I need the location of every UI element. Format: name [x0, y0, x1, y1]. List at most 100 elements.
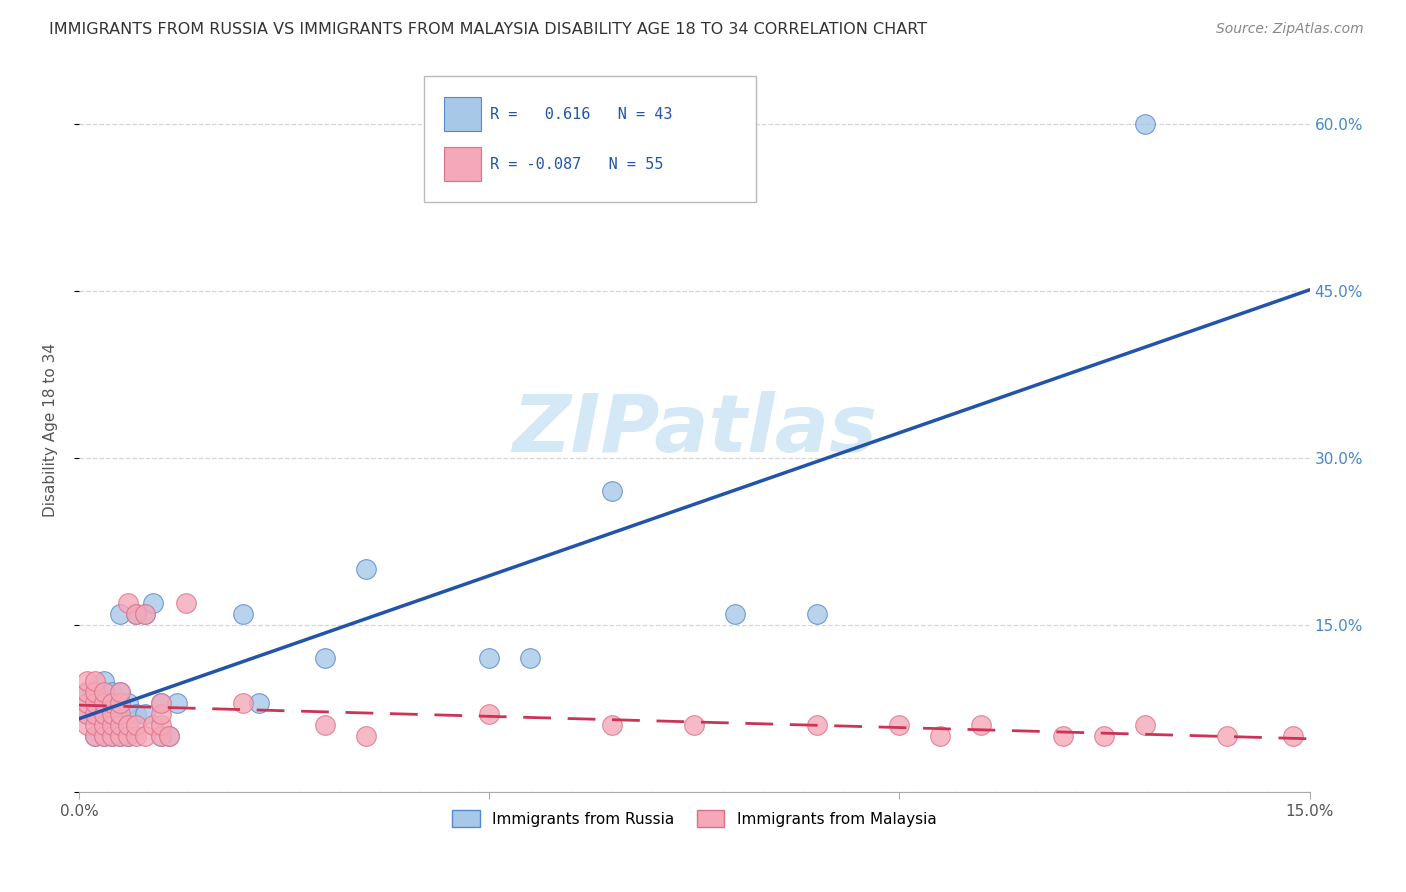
Point	[519, 651, 541, 665]
Point	[1094, 729, 1116, 743]
Point	[76, 685, 98, 699]
Point	[84, 707, 107, 722]
Point	[683, 718, 706, 732]
Point	[108, 685, 131, 699]
Point	[76, 707, 98, 722]
Point	[100, 696, 122, 710]
Point	[100, 707, 122, 722]
Point	[970, 718, 993, 732]
Point	[806, 607, 828, 621]
Point	[354, 562, 377, 576]
FancyBboxPatch shape	[423, 76, 756, 202]
Point	[76, 696, 98, 710]
Point	[232, 696, 254, 710]
Point	[108, 607, 131, 621]
Point	[117, 718, 139, 732]
Point	[100, 729, 122, 743]
Point	[125, 607, 148, 621]
Point	[108, 696, 131, 710]
Point	[84, 685, 107, 699]
Point	[354, 729, 377, 743]
Point	[125, 718, 148, 732]
Text: IMMIGRANTS FROM RUSSIA VS IMMIGRANTS FROM MALAYSIA DISABILITY AGE 18 TO 34 CORRE: IMMIGRANTS FROM RUSSIA VS IMMIGRANTS FRO…	[49, 22, 928, 37]
Point	[93, 685, 115, 699]
Point	[93, 696, 115, 710]
Point	[1052, 729, 1074, 743]
Point	[76, 718, 98, 732]
Point	[889, 718, 911, 732]
Point	[929, 729, 952, 743]
Legend: Immigrants from Russia, Immigrants from Malaysia: Immigrants from Russia, Immigrants from …	[444, 802, 943, 835]
Point	[84, 707, 107, 722]
Point	[93, 718, 115, 732]
Point	[84, 729, 107, 743]
Point	[150, 707, 173, 722]
Point	[108, 729, 131, 743]
Point	[76, 685, 98, 699]
Point	[134, 707, 156, 722]
Point	[100, 707, 122, 722]
Point	[108, 685, 131, 699]
Point	[100, 696, 122, 710]
Point	[125, 729, 148, 743]
Point	[150, 729, 173, 743]
Point	[117, 696, 139, 710]
Point	[117, 729, 139, 743]
Point	[84, 729, 107, 743]
Point	[232, 607, 254, 621]
Point	[478, 651, 501, 665]
Point	[93, 707, 115, 722]
Point	[142, 718, 165, 732]
Point	[84, 673, 107, 688]
Point	[93, 685, 115, 699]
Point	[117, 729, 139, 743]
Point	[314, 718, 336, 732]
Point	[117, 707, 139, 722]
Text: R = -0.087   N = 55: R = -0.087 N = 55	[489, 157, 664, 172]
Point	[125, 607, 148, 621]
Point	[1216, 729, 1239, 743]
Point	[108, 707, 131, 722]
Point	[1282, 729, 1305, 743]
Text: Source: ZipAtlas.com: Source: ZipAtlas.com	[1216, 22, 1364, 37]
Point	[76, 707, 98, 722]
Point	[600, 718, 623, 732]
Point	[150, 696, 173, 710]
Point	[93, 696, 115, 710]
Point	[150, 718, 173, 732]
FancyBboxPatch shape	[444, 147, 481, 181]
Point	[134, 607, 156, 621]
Point	[724, 607, 747, 621]
Point	[134, 607, 156, 621]
Point	[108, 718, 131, 732]
Point	[84, 696, 107, 710]
Point	[157, 729, 180, 743]
Point	[108, 696, 131, 710]
Point	[600, 484, 623, 499]
Point	[249, 696, 271, 710]
Point	[93, 673, 115, 688]
Point	[134, 729, 156, 743]
Point	[1135, 117, 1157, 131]
Point	[76, 673, 98, 688]
Point	[84, 718, 107, 732]
Point	[150, 696, 173, 710]
Point	[76, 696, 98, 710]
Point	[478, 707, 501, 722]
Y-axis label: Disability Age 18 to 34: Disability Age 18 to 34	[44, 343, 58, 517]
Point	[108, 707, 131, 722]
Point	[1135, 718, 1157, 732]
Point	[108, 729, 131, 743]
Point	[100, 729, 122, 743]
Text: ZIPatlas: ZIPatlas	[512, 392, 877, 469]
Point	[157, 729, 180, 743]
Text: R =   0.616   N = 43: R = 0.616 N = 43	[489, 107, 672, 121]
Point	[93, 729, 115, 743]
Point	[100, 718, 122, 732]
Point	[84, 696, 107, 710]
FancyBboxPatch shape	[444, 96, 481, 131]
Point	[93, 707, 115, 722]
Point	[142, 596, 165, 610]
Point	[174, 596, 197, 610]
Point	[150, 729, 173, 743]
